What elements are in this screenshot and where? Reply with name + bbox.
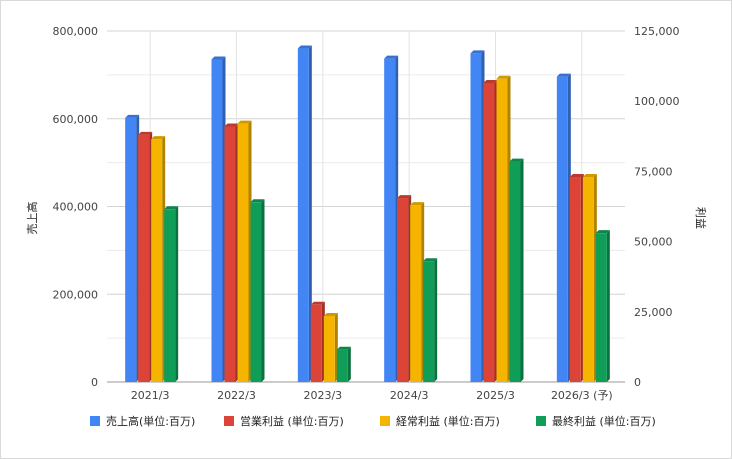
bar [237, 120, 252, 382]
bar [423, 258, 438, 382]
bar [483, 79, 498, 382]
bar [323, 313, 338, 382]
bar [151, 136, 166, 382]
bar [595, 230, 610, 382]
bar [569, 174, 584, 382]
x-tick-label: 2023/3 [303, 389, 342, 402]
bar [297, 45, 312, 383]
x-tick-label: 2022/3 [217, 389, 256, 402]
bar [164, 206, 179, 382]
legend-swatch [380, 416, 390, 426]
legend: 売上高(単位:百万) 営業利益 (単位:百万) 経常利益 (単位:百万) 最終利益 (… [90, 414, 656, 428]
y-tick-label-right: 0 [634, 376, 641, 389]
y-tick-label-left: 400,000 [53, 201, 99, 214]
y-axis-right-title: 利益 [694, 207, 708, 229]
legend-label: 営業利益 (単位:百万) [240, 414, 344, 428]
y-tick-label-left: 600,000 [53, 113, 99, 126]
bars [125, 45, 610, 383]
bar [582, 174, 597, 382]
x-tick-label: 2021/3 [131, 389, 170, 402]
bar [410, 202, 425, 382]
y-tick-label-right: 25,000 [634, 306, 673, 319]
x-tick-label: 2025/3 [476, 389, 515, 402]
bar [224, 123, 239, 383]
y-tick-label-left: 0 [91, 376, 98, 389]
x-tick-label: 2026/3 (予) [551, 389, 613, 402]
bar [384, 55, 399, 383]
legend-swatch [90, 416, 100, 426]
bar [470, 50, 485, 382]
bar [310, 301, 325, 382]
y-tick-label-right: 125,000 [634, 25, 680, 38]
bar [496, 75, 511, 383]
y-tick-label-left: 200,000 [53, 288, 99, 301]
bar [250, 199, 265, 382]
gridlines [107, 30, 625, 383]
axes: 0 200,000 400,000 600,000 800,000 0 25,000 50,0… [53, 25, 680, 402]
x-tick-label: 2024/3 [390, 389, 429, 402]
y-tick-label-right: 75,000 [634, 165, 673, 178]
legend-swatch [536, 416, 546, 426]
y-tick-label-left: 800,000 [53, 25, 99, 38]
bar [211, 56, 226, 383]
bar [509, 158, 524, 382]
bar [138, 131, 153, 382]
y-tick-label-right: 50,000 [634, 236, 673, 249]
bar [556, 73, 571, 382]
legend-label: 最終利益 (単位:百万) [552, 414, 656, 428]
bar [125, 114, 140, 382]
legend-label: 売上高(単位:百万) [106, 414, 195, 428]
bar [336, 346, 351, 382]
legend-swatch [224, 416, 234, 426]
y-tick-label-right: 100,000 [634, 95, 680, 108]
y-axis-left-title: 売上高 [25, 202, 39, 235]
bar [397, 195, 412, 382]
legend-label: 経常利益 (単位:百万) [396, 414, 500, 428]
